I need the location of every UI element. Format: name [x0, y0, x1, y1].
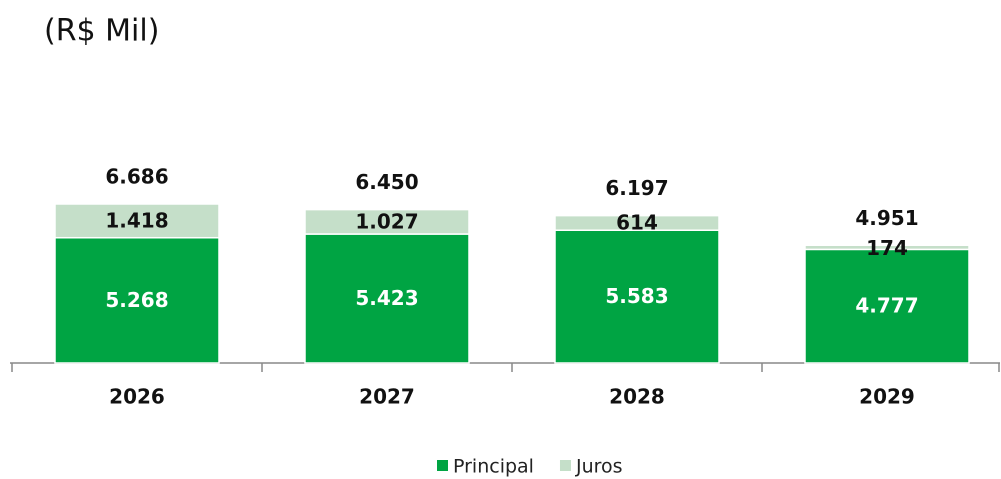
- legend-label: Juros: [575, 456, 623, 478]
- bar-segment: [54, 236, 220, 364]
- x-tick-label: 2027: [359, 385, 415, 409]
- value-label: 5.583: [605, 284, 668, 308]
- legend-label: Principal: [453, 456, 534, 478]
- total-label: 6.450: [355, 170, 418, 194]
- value-label: 5.268: [105, 288, 168, 312]
- value-label: 4.777: [855, 294, 918, 318]
- value-label: 614: [616, 210, 658, 234]
- total-label: 6.197: [605, 176, 668, 200]
- legend-swatch: [559, 460, 571, 471]
- chart-title: (R$ Mil): [44, 14, 159, 49]
- bar-segment: [304, 233, 470, 364]
- total-label: 4.951: [855, 206, 918, 230]
- value-label: 1.027: [355, 209, 418, 233]
- bar-segment: [804, 244, 970, 251]
- x-tick-label: 2026: [109, 385, 165, 409]
- value-label: 1.418: [105, 208, 168, 232]
- bar-segment: [554, 214, 720, 231]
- value-label: 5.423: [355, 286, 418, 310]
- bar-segment: [804, 248, 970, 364]
- bar-segment: [304, 208, 470, 235]
- bar-segment: [54, 203, 220, 239]
- value-label: 174: [866, 236, 908, 260]
- x-tick-label: 2028: [609, 385, 665, 409]
- bar-segment: [554, 229, 720, 364]
- legend-swatch: [437, 460, 448, 471]
- total-label: 6.686: [105, 165, 168, 189]
- x-tick-label: 2029: [859, 385, 915, 409]
